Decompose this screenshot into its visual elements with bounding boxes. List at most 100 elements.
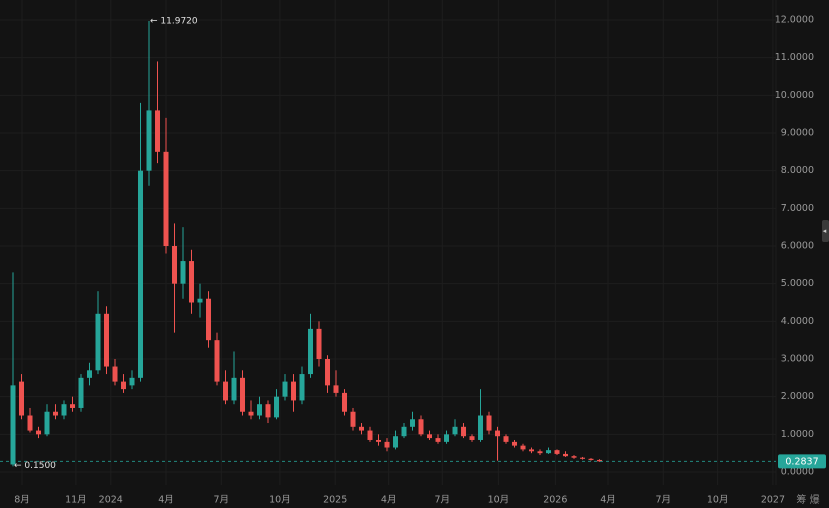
x-tick-label: 10月 (488, 495, 510, 506)
x-tick-label: 4月 (381, 495, 397, 506)
candle-body (112, 366, 118, 382)
candle-body (104, 313, 110, 367)
candle-body (163, 151, 169, 246)
candle-body (418, 419, 424, 435)
candle-body (308, 328, 314, 375)
candle-body (563, 453, 569, 457)
candle-body (359, 426, 365, 431)
candle-body (129, 377, 135, 386)
candle-body (486, 415, 492, 431)
candle-body (529, 449, 535, 452)
x-tick-label: 10月 (269, 495, 291, 506)
candle-body (172, 246, 178, 284)
candle-body (580, 457, 586, 459)
candle-body (316, 328, 322, 359)
candle-body (410, 419, 416, 427)
candle-body (206, 298, 212, 341)
candle-body (78, 377, 84, 408)
y-tick-label: 6.0000 (781, 241, 814, 252)
x-tick-label: 4月 (158, 495, 174, 506)
candle-body (469, 436, 475, 440)
candle-body (444, 434, 450, 442)
x-tick-label: 7月 (213, 495, 229, 506)
candle-body (537, 451, 543, 454)
last-price-box (778, 454, 826, 469)
candle-body (401, 426, 407, 437)
corner-text[interactable]: 筹 爆 (796, 493, 819, 506)
candle-body (44, 411, 50, 435)
side-handle-arrow[interactable]: ◂ (823, 227, 827, 235)
x-tick-label: 7月 (434, 495, 450, 506)
candle-body (384, 441, 390, 448)
candle-body (231, 377, 237, 401)
y-tick-label: 11.0000 (775, 52, 814, 63)
candle-body (325, 359, 331, 386)
x-tick-label: 2027 (761, 495, 785, 506)
candle-body (478, 415, 484, 440)
candle-body (546, 450, 552, 454)
candle-body (223, 381, 229, 401)
y-tick-label: 0.0000 (781, 467, 814, 478)
candle-body (36, 430, 42, 435)
candle-body (248, 411, 254, 416)
y-tick-label: 10.0000 (775, 90, 814, 101)
x-tick-label: 8月 (14, 495, 30, 506)
candle-body (452, 426, 458, 435)
candle-body (265, 404, 271, 418)
high-marker: ← 11.9720 (150, 17, 198, 27)
candle-body (240, 377, 246, 412)
candle-body (70, 404, 76, 408)
x-tick-label: 10月 (707, 495, 729, 506)
y-tick-label: 2.0000 (781, 391, 814, 402)
candle-body (299, 374, 305, 401)
candle-body (138, 170, 144, 378)
candle-body (427, 434, 433, 439)
candle-body (146, 110, 152, 171)
y-tick-label: 1.0000 (781, 429, 814, 440)
last-price-label: 0.2837 (785, 456, 818, 467)
y-tick-label: 4.0000 (781, 316, 814, 327)
x-tick-label: 2024 (99, 495, 123, 506)
candle-body (155, 110, 161, 152)
low-marker: ← 0.1500 (14, 461, 56, 471)
candle-body (333, 385, 339, 393)
y-tick-label: 12.0000 (775, 15, 814, 26)
candle-body (19, 381, 25, 416)
candle-body (121, 381, 127, 390)
y-tick-label: 3.0000 (781, 354, 814, 365)
candle-body (257, 404, 263, 416)
y-tick-label: 8.0000 (781, 165, 814, 176)
candle-body (214, 340, 220, 382)
candle-body (282, 381, 288, 397)
candle-body (367, 430, 373, 440)
candle-body (61, 404, 67, 416)
candle-body (503, 436, 509, 442)
candle-body (495, 430, 501, 437)
candle-body (571, 456, 577, 458)
candle-body (588, 458, 594, 460)
x-tick-label: 2025 (323, 495, 347, 506)
x-tick-label: 2026 (543, 495, 567, 506)
candle-body (274, 396, 280, 418)
x-tick-label: 11月 (65, 495, 87, 506)
candle-body (10, 385, 16, 465)
candle-body (180, 261, 186, 284)
candle-body (435, 438, 441, 442)
x-tick-label: 4月 (600, 495, 616, 506)
candle-body (53, 411, 59, 416)
candle-body (461, 426, 467, 437)
candle-body (520, 445, 526, 450)
candle-body (393, 436, 399, 448)
y-tick-label: 9.0000 (781, 128, 814, 139)
candle-body (189, 261, 195, 303)
candle-body (342, 392, 348, 412)
candle-body (27, 415, 33, 431)
candle-body (291, 381, 297, 401)
candle-body (87, 370, 93, 378)
side-handle[interactable] (822, 220, 829, 242)
candle-body (350, 411, 356, 427)
candle-body (197, 298, 203, 303)
x-tick-label: 7月 (655, 495, 671, 506)
